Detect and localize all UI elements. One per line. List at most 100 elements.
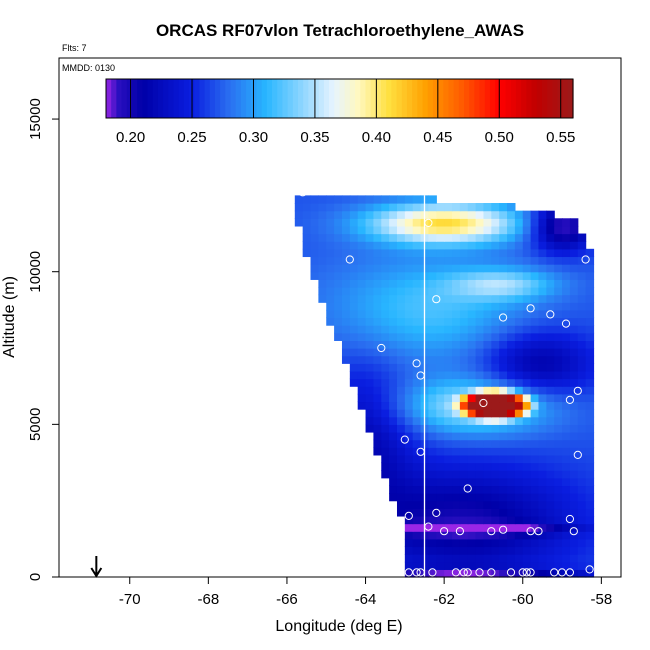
heatmap-cell <box>459 386 469 395</box>
sample-point <box>565 568 575 577</box>
heatmap-cell <box>459 401 469 410</box>
heatmap-cell <box>467 546 477 555</box>
heatmap-cell <box>491 348 500 357</box>
heatmap-cell <box>334 302 343 311</box>
heatmap-cell <box>404 325 414 334</box>
heatmap-cell <box>507 294 516 303</box>
heatmap-cell <box>459 218 469 227</box>
heatmap-cell <box>522 431 532 441</box>
sample-point <box>345 255 354 264</box>
heatmap-cell <box>530 225 540 235</box>
heatmap-cell <box>483 493 492 502</box>
heatmap-cell <box>381 424 390 433</box>
colorbar-segment <box>510 79 517 118</box>
heatmap-cell <box>428 332 437 341</box>
heatmap-cell <box>428 378 437 387</box>
heatmap-cell <box>514 286 524 296</box>
heatmap-cell <box>381 470 390 479</box>
heatmap-cell <box>475 271 485 280</box>
heatmap-cell <box>562 409 571 418</box>
heatmap-cell <box>491 279 500 288</box>
heatmap-cell <box>452 569 461 578</box>
heatmap-cell <box>452 370 461 380</box>
colorbar-segment <box>292 79 299 118</box>
heatmap-cell <box>569 477 579 487</box>
heatmap-cell <box>452 531 461 540</box>
heatmap-cell <box>428 431 437 441</box>
heatmap-cell <box>546 401 555 410</box>
heatmap-cell <box>302 218 312 227</box>
heatmap-cell <box>522 416 532 425</box>
heatmap-cell <box>310 225 319 235</box>
heatmap-cell <box>569 286 579 296</box>
heatmap-cell <box>334 210 343 219</box>
heatmap-cell <box>562 241 571 250</box>
heatmap-cell <box>310 271 319 280</box>
heatmap-cell <box>475 508 485 517</box>
heatmap-cell <box>412 218 422 227</box>
heatmap-cell <box>585 386 595 395</box>
heatmap-cell <box>467 378 477 387</box>
colorbar-segment <box>489 79 496 118</box>
heatmap-cell <box>475 546 485 555</box>
heatmap-cell <box>404 500 414 509</box>
heatmap-cell <box>389 203 398 212</box>
heatmap-cell <box>522 447 532 456</box>
heatmap-cell <box>452 256 461 265</box>
heatmap-cell <box>507 523 516 532</box>
heatmap-cell <box>428 401 437 410</box>
heatmap-cell <box>365 241 375 250</box>
heatmap-cell <box>562 271 571 280</box>
heatmap-cell <box>467 309 477 319</box>
sample-point <box>377 343 386 353</box>
heatmap-cell <box>522 332 532 341</box>
heatmap-cell <box>436 302 445 311</box>
heatmap-cell <box>538 538 547 548</box>
heatmap-cell <box>546 370 555 380</box>
heatmap-cell <box>302 225 312 235</box>
heatmap-cell <box>396 210 406 219</box>
date-label: MMDD: 0130 <box>62 63 115 73</box>
heatmap-cell <box>499 325 508 334</box>
heatmap-cell <box>404 332 414 341</box>
heatmap-cell <box>475 515 485 525</box>
colorbar-segment <box>178 79 185 118</box>
heatmap-cell <box>396 431 406 441</box>
heatmap-cell <box>475 470 485 479</box>
heatmap-cell <box>373 325 382 334</box>
colorbar-segment <box>344 79 351 118</box>
heatmap-cell <box>396 195 406 204</box>
heatmap-cell <box>569 279 579 288</box>
heatmap-cell <box>491 370 500 380</box>
heatmap-cell <box>452 332 461 341</box>
heatmap-cell <box>459 286 469 296</box>
heatmap-cell <box>357 233 367 242</box>
heatmap-cell <box>522 470 532 479</box>
heatmap-cell <box>452 561 461 570</box>
heatmap-cell <box>514 256 524 265</box>
heatmap-cell <box>467 569 477 578</box>
heatmap-cell <box>491 569 500 578</box>
heatmap-cell <box>562 302 571 311</box>
heatmap-cell <box>436 279 445 288</box>
heatmap-cell <box>514 477 524 487</box>
heatmap-cell <box>349 271 359 280</box>
y-axis-label: Altitude (m) <box>1 276 18 358</box>
heatmap-cell <box>530 332 540 341</box>
heatmap-cell <box>562 439 571 448</box>
heatmap-cell <box>412 248 422 258</box>
heatmap-cell <box>546 210 555 219</box>
heatmap-cell <box>373 256 382 265</box>
heatmap-cell <box>483 431 492 441</box>
heatmap-cell <box>491 409 500 418</box>
heatmap-cell <box>522 348 532 357</box>
heatmap-cell <box>577 317 587 326</box>
heatmap-cell <box>428 500 437 509</box>
heatmap-cell <box>491 477 500 487</box>
heatmap-cell <box>459 340 469 349</box>
heatmap-cell <box>569 454 579 464</box>
heatmap-cell <box>491 203 500 212</box>
sample-point <box>534 527 543 536</box>
heatmap-cell <box>318 210 327 219</box>
heatmap-cell <box>530 218 540 227</box>
